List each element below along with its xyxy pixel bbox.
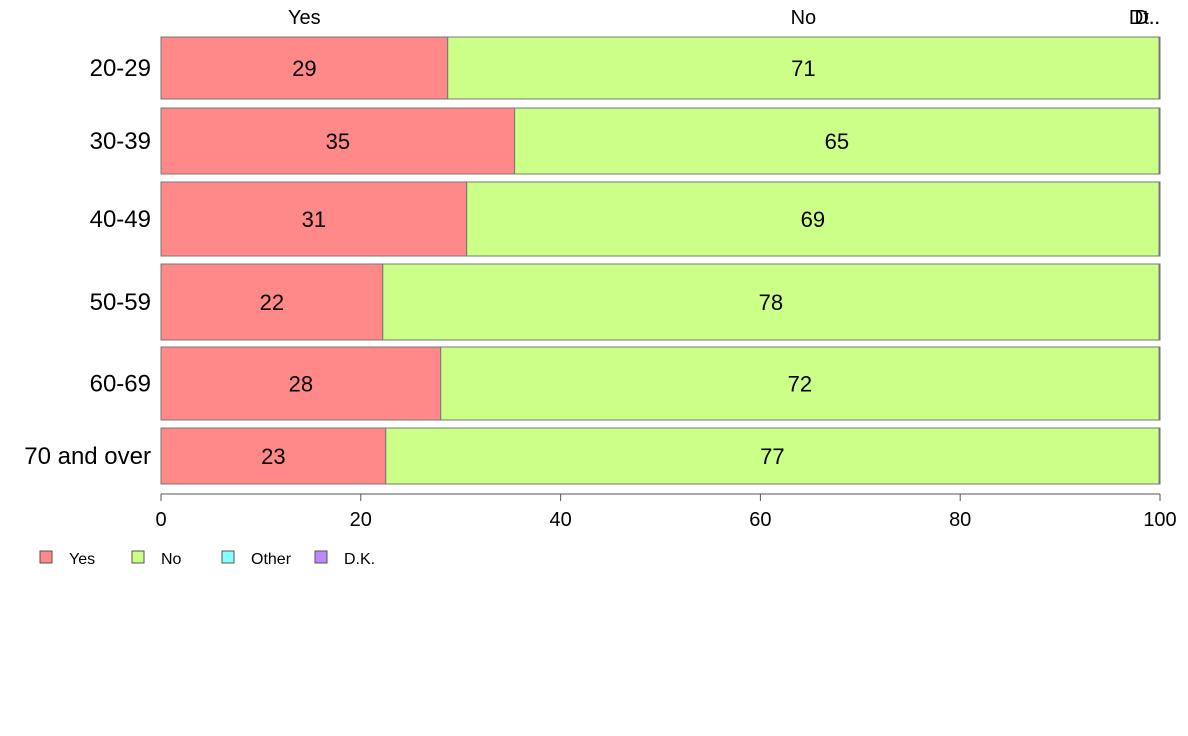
top-label-1: Yes: [288, 7, 321, 29]
data-label-no-40-49: 69: [801, 207, 825, 232]
top-label-3: Dt..: [1129, 7, 1160, 29]
bar-no-50-59: [382, 263, 1160, 341]
bar-no-70-and-over: [385, 427, 1160, 485]
data-label-yes-50-59: 22: [260, 290, 284, 315]
data-label-no-30-39: 65: [825, 129, 849, 154]
legend-swatch-d-k: [314, 550, 328, 564]
bar-yes-70-and-over: [160, 427, 387, 485]
category-label-50-59: 50-59: [90, 289, 151, 316]
bar-no-60-69: [440, 346, 1160, 421]
x-tick-label-20: 20: [350, 509, 372, 531]
legend-label-no: No: [161, 551, 182, 568]
data-label-yes-70-and-over: 23: [261, 444, 285, 469]
bar-yes-60-69: [160, 346, 442, 421]
x-axis: 0 20 40 60 80 100: [155, 493, 1177, 531]
data-label-no-50-59: 78: [759, 290, 783, 315]
data-label-no-70-and-over: 77: [760, 444, 784, 469]
top-label-2: No: [791, 7, 817, 29]
top-label-4: D..: [1134, 7, 1160, 29]
bars-area: 29 71 35 65 31 69 22 78 28 72 23 77: [160, 36, 1161, 485]
bar-no-30-39: [514, 107, 1160, 175]
bar-yes-40-49: [160, 181, 468, 257]
category-label-70-and-over: 70 and over: [24, 443, 151, 470]
bar-no-40-49: [466, 181, 1160, 257]
legend-label-d-k: D.K.: [344, 551, 375, 568]
bar-yes-50-59: [160, 263, 384, 341]
category-label-40-49: 40-49: [90, 206, 151, 233]
bar-no-20-29: [447, 36, 1160, 100]
bar-yes-30-39: [160, 107, 516, 175]
x-tick-label-60: 60: [749, 509, 771, 531]
data-label-yes-60-69: 28: [289, 372, 313, 397]
category-label-30-39: 30-39: [90, 128, 151, 155]
data-label-yes-20-29: 29: [292, 56, 316, 81]
x-tick-label-80: 80: [949, 509, 971, 531]
legend-swatch-no: [131, 550, 145, 564]
x-tick-label-0: 0: [155, 509, 166, 531]
legend-swatch-other: [221, 550, 235, 564]
x-tick-label-100: 100: [1143, 509, 1176, 531]
data-label-no-60-69: 72: [788, 372, 812, 397]
category-label-60-69: 60-69: [90, 371, 151, 398]
category-label-20-29: 20-29: [90, 55, 151, 82]
data-label-yes-30-39: 35: [326, 129, 350, 154]
x-tick-label-40: 40: [549, 509, 571, 531]
legend-label-yes: Yes: [69, 551, 95, 568]
data-label-no-20-29: 71: [791, 56, 815, 81]
data-label-yes-40-49: 31: [302, 207, 326, 232]
category-labels: 20-29 30-39 40-49 50-59 60-69 70 and over: [24, 55, 151, 470]
legend-swatch-yes: [39, 550, 53, 564]
legend-label-other: Other: [251, 551, 292, 568]
legend: Yes No Other D.K.: [39, 550, 375, 568]
top-category-labels: Yes No Dt..D..: [288, 7, 1160, 29]
